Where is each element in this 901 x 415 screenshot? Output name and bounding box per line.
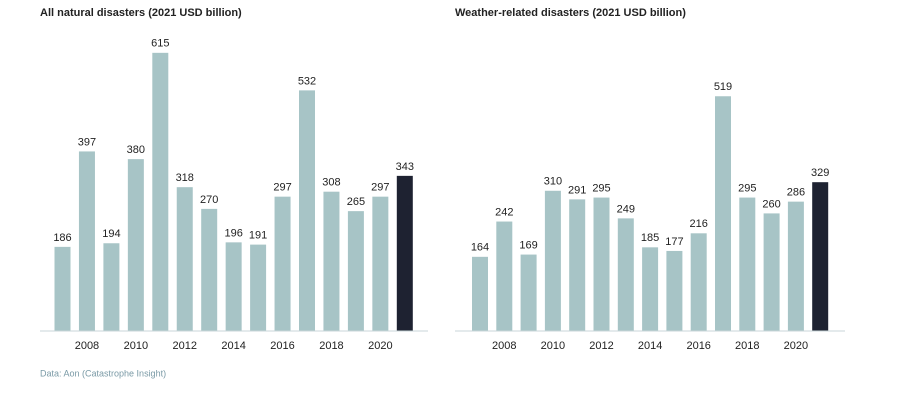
bar [299, 90, 315, 331]
data-label: 194 [102, 228, 120, 240]
chart-title: All natural disasters (2021 USD billion) [40, 7, 242, 19]
bar [127, 159, 144, 331]
data-label: 310 [544, 176, 562, 188]
chart-title: Weather-related disasters (2021 USD bill… [455, 7, 686, 19]
bar [372, 196, 389, 331]
x-tick-label: 2010 [541, 340, 565, 352]
data-label: 270 [200, 194, 218, 206]
bar [225, 242, 242, 331]
bar [787, 201, 804, 331]
bar [593, 197, 610, 331]
bar [78, 151, 95, 331]
x-tick-label: 2020 [784, 340, 808, 352]
data-label: 186 [53, 232, 71, 244]
bar [347, 211, 364, 331]
bar [739, 197, 756, 331]
bar [250, 244, 267, 331]
bar [323, 191, 340, 331]
bar [617, 218, 634, 331]
data-label: 380 [127, 144, 145, 156]
bar [666, 250, 683, 331]
x-tick-label: 2008 [75, 340, 99, 352]
data-label: 260 [762, 198, 780, 210]
data-label: 343 [396, 161, 414, 173]
data-label: 291 [568, 184, 586, 196]
bar [496, 221, 513, 331]
bar [520, 254, 537, 331]
bar [569, 199, 586, 331]
x-tick-label: 2016 [686, 340, 710, 352]
bar [54, 246, 71, 331]
x-tick-label: 2012 [173, 340, 197, 352]
bar [642, 247, 659, 331]
bar [690, 233, 707, 331]
data-label: 196 [224, 227, 242, 239]
data-label: 329 [811, 167, 829, 179]
footnote: Data: Aon (Catastrophe Insight) [40, 368, 166, 378]
x-tick-label: 2012 [589, 340, 613, 352]
bar [472, 256, 488, 331]
data-label: 216 [690, 218, 708, 230]
x-tick-label: 2016 [270, 340, 294, 352]
data-label: 397 [78, 136, 96, 148]
data-label: 308 [322, 177, 340, 189]
data-label: 532 [298, 75, 316, 87]
bar [152, 52, 169, 331]
data-label: 318 [176, 172, 194, 184]
data-label: 185 [641, 232, 659, 244]
x-tick-label: 2018 [319, 340, 343, 352]
bar [176, 187, 193, 331]
bar [396, 175, 413, 331]
bar [201, 208, 218, 331]
x-tick-label: 2014 [638, 340, 662, 352]
data-label: 295 [592, 182, 610, 194]
data-label: 169 [519, 239, 537, 251]
data-label: 297 [371, 182, 389, 194]
data-label: 164 [471, 242, 489, 254]
x-tick-label: 2018 [735, 340, 759, 352]
x-tick-label: 2010 [124, 340, 148, 352]
data-label: 177 [665, 236, 683, 248]
bar [544, 190, 561, 331]
bar [274, 196, 291, 331]
data-label: 265 [347, 196, 365, 208]
data-label: 286 [787, 187, 805, 199]
data-label: 249 [617, 203, 635, 215]
bar [103, 243, 120, 331]
bar [812, 182, 829, 331]
data-label: 519 [714, 81, 732, 93]
data-label: 295 [738, 182, 756, 194]
data-label: 297 [273, 182, 291, 194]
x-tick-label: 2008 [492, 340, 516, 352]
data-label: 242 [495, 206, 513, 218]
data-label: 191 [249, 230, 267, 242]
x-tick-label: 2014 [221, 340, 245, 352]
data-label: 615 [151, 38, 169, 50]
bar [763, 213, 780, 331]
bar [715, 96, 731, 331]
x-tick-label: 2020 [368, 340, 392, 352]
